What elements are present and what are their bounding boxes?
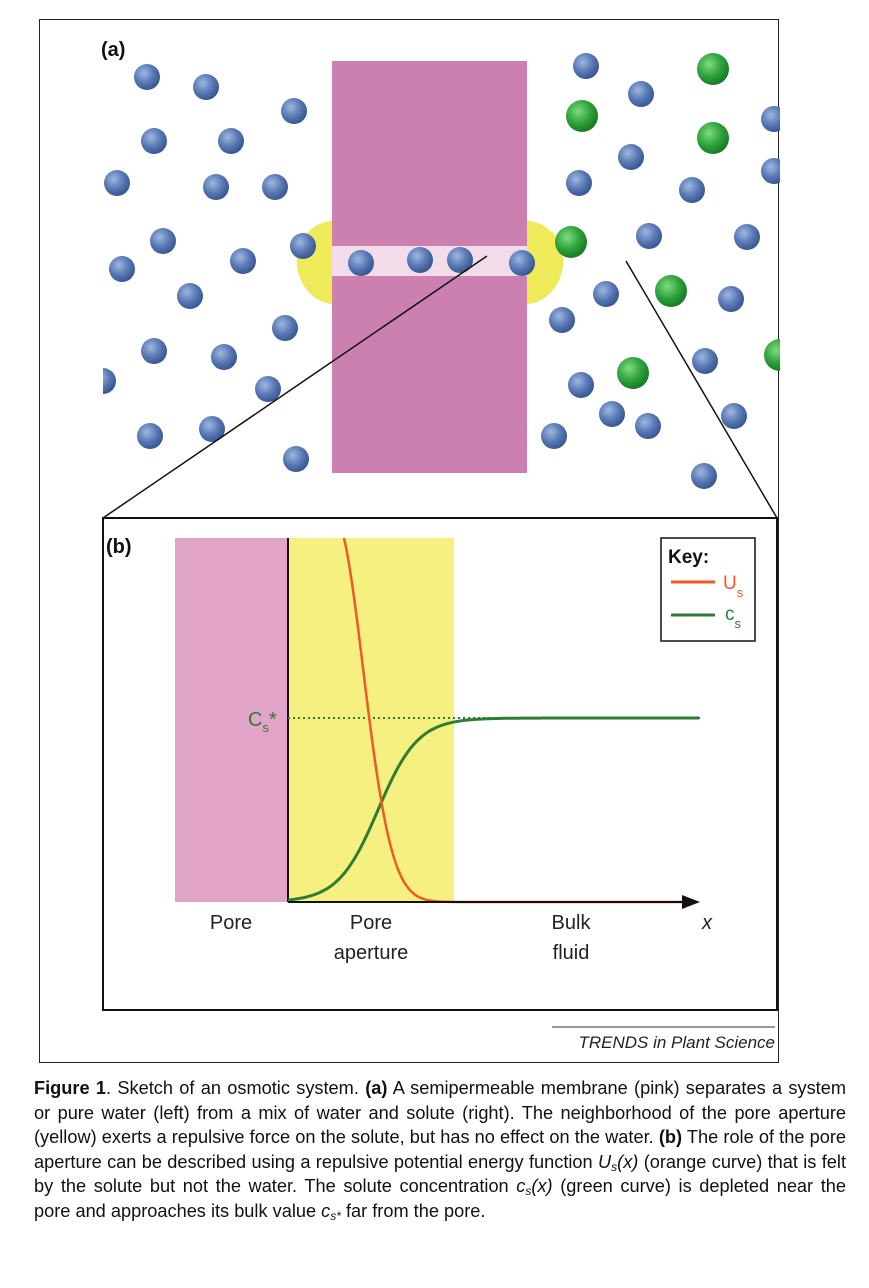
figure-caption: Figure 1. Sketch of an osmotic system. (…: [34, 1076, 846, 1224]
water-molecule: [549, 307, 575, 333]
solute-molecule: [697, 122, 729, 154]
water-molecule: [761, 158, 780, 184]
panel-b-label: (b): [106, 536, 132, 558]
aperture-region: [288, 538, 454, 902]
water-molecule: [283, 446, 309, 472]
water-molecule: [635, 413, 661, 439]
caption-cs-symbol: cs(x): [516, 1176, 553, 1199]
water-molecule: [203, 174, 229, 200]
water-molecule: [230, 248, 256, 274]
label-x-axis: x: [701, 912, 713, 934]
water-molecule: [692, 348, 718, 374]
water-molecule: [281, 98, 307, 124]
water-molecule: [255, 376, 281, 402]
particles: [103, 53, 780, 489]
water-molecule: [141, 128, 167, 154]
water-molecule: [573, 53, 599, 79]
label-aperture-line1: Pore: [350, 912, 392, 934]
figure-frame: (a) Cs* Key: Us cs Pore Pore aperture Bu…: [39, 19, 780, 1063]
panel-b: Cs* Key: Us cs Pore Pore aperture Bulk f…: [102, 517, 778, 1011]
label-bulk-line2: fluid: [553, 942, 590, 964]
key-us-label: Us: [723, 573, 744, 600]
water-molecule: [193, 74, 219, 100]
key-title: Key:: [668, 547, 709, 568]
caption-text-1: . Sketch of an osmotic system.: [106, 1078, 366, 1098]
water-molecule: [599, 401, 625, 427]
water-molecule: [137, 423, 163, 449]
water-molecule: [541, 423, 567, 449]
water-molecule: [109, 256, 135, 282]
water-molecule: [262, 174, 288, 200]
caption-text-5: (green curve) is depleted near the pore …: [34, 1176, 847, 1221]
water-molecule: [407, 247, 433, 273]
caption-csstar-symbol: cs*: [321, 1200, 341, 1223]
water-molecule: [141, 338, 167, 364]
zoom-line-left: [102, 255, 488, 519]
solute-molecule: [697, 53, 729, 85]
water-molecule: [593, 281, 619, 307]
water-molecule: [691, 463, 717, 489]
key-box: Key: Us cs: [660, 537, 756, 642]
water-molecule: [272, 315, 298, 341]
cs-curve: [287, 716, 699, 902]
water-molecule: [718, 286, 744, 312]
label-aperture-line2: aperture: [334, 942, 409, 964]
water-molecule: [177, 283, 203, 309]
zoom-line-right: [625, 260, 778, 519]
water-molecule: [348, 250, 374, 276]
right-aperture-region: [520, 220, 564, 305]
water-molecule: [721, 403, 747, 429]
water-molecule: [150, 228, 176, 254]
figure-canvas: (a) Cs* Key: Us cs Pore Pore aperture Bu…: [101, 39, 780, 1052]
water-molecule: [734, 224, 760, 250]
panel-a-label: (a): [101, 39, 125, 61]
water-molecule: [761, 106, 780, 132]
solute-molecule: [764, 339, 780, 371]
water-molecule: [509, 250, 535, 276]
x-axis-arrowhead: [682, 895, 700, 909]
caption-b-label: (b): [658, 1127, 683, 1148]
panel-a: [103, 53, 780, 489]
water-molecule: [636, 223, 662, 249]
cs-star-label: Cs*: [248, 709, 277, 735]
water-molecule: [104, 170, 130, 196]
caption-text-6: far from the pore.: [340, 1200, 486, 1221]
key-cs-label: cs: [725, 604, 742, 631]
water-molecule: [679, 177, 705, 203]
solute-molecule: [655, 275, 687, 307]
caption-text-3: The role of the pore aperture can be des…: [34, 1127, 846, 1172]
water-molecule: [211, 344, 237, 370]
water-molecule: [218, 128, 244, 154]
water-molecule: [568, 372, 594, 398]
caption-figure-label: Figure 1: [34, 1078, 106, 1098]
credit-text: TRENDS in Plant Science: [578, 1033, 775, 1052]
label-pore: Pore: [210, 912, 252, 934]
water-molecule: [290, 233, 316, 259]
solute-molecule: [555, 226, 587, 258]
water-molecule: [566, 170, 592, 196]
caption-a-label: (a): [365, 1078, 388, 1098]
water-molecule: [134, 64, 160, 90]
water-molecule: [628, 81, 654, 107]
water-molecule: [618, 144, 644, 170]
water-molecule: [447, 247, 473, 273]
caption-text-2: A semipermeable membrane (pink) separate…: [34, 1078, 846, 1148]
water-molecule: [103, 368, 116, 394]
caption-us-symbol: Us(x): [598, 1151, 639, 1174]
pore-region: [175, 538, 288, 902]
solute-molecule: [566, 100, 598, 132]
label-bulk-line1: Bulk: [552, 912, 592, 934]
water-molecule: [199, 416, 225, 442]
caption-text-4: (orange curve) that is felt by the solut…: [34, 1151, 847, 1197]
solute-molecule: [617, 357, 649, 389]
